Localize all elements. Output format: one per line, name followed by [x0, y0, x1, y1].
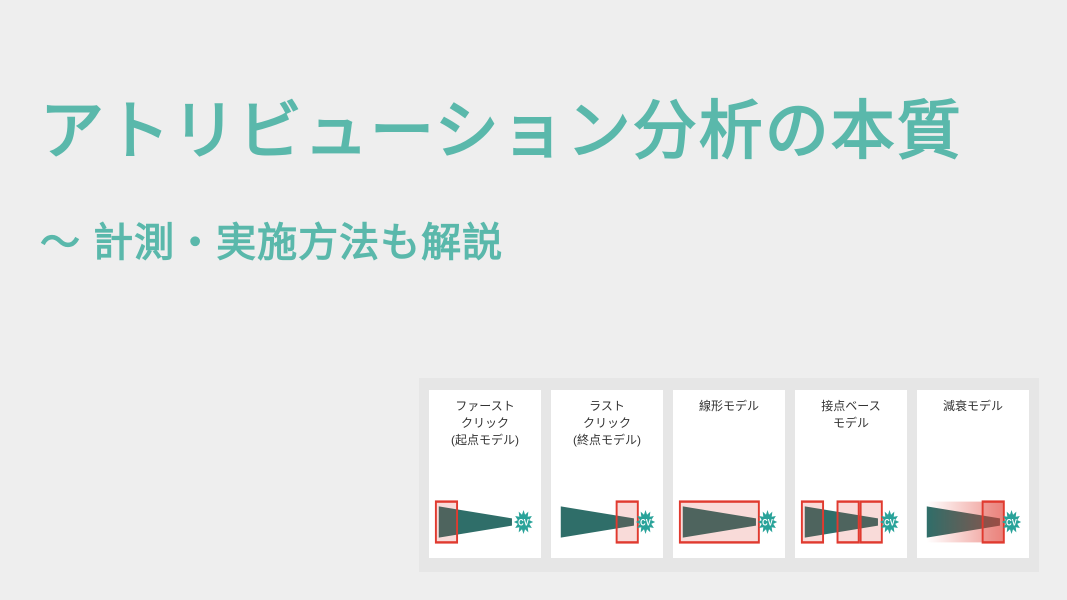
cv-label: CV: [518, 517, 529, 528]
cv-label: CV: [1006, 517, 1017, 528]
model-card-last-click: ラスト クリック (終点モデル) CV: [551, 390, 663, 558]
model-viz: CV: [921, 492, 1025, 552]
highlight-box: [617, 502, 638, 543]
model-card-linear: 線形モデル CV: [673, 390, 785, 558]
page-title: アトリビューション分析の本質: [40, 80, 963, 172]
model-card-time-decay: 減衰モデル CV: [917, 390, 1029, 558]
highlight-box: [838, 502, 859, 543]
model-viz: CV: [677, 492, 781, 552]
cv-label: CV: [640, 517, 651, 528]
page-subtitle: 〜 計測・実施方法も解説: [40, 210, 503, 268]
model-card-label: 接点ベース モデル: [821, 398, 880, 452]
model-card-label: ファースト クリック (起点モデル): [451, 398, 519, 452]
model-viz: CV: [555, 492, 659, 552]
highlight-box: [983, 502, 1004, 543]
model-card-label: 線形モデル: [699, 398, 759, 452]
cv-label: CV: [884, 517, 895, 528]
highlight-box: [680, 502, 759, 543]
highlight-box: [861, 502, 882, 543]
model-viz: CV: [433, 492, 537, 552]
highlight-box: [436, 502, 457, 543]
model-card-first-click: ファースト クリック (起点モデル) CV: [429, 390, 541, 558]
models-panel: ファースト クリック (起点モデル)CVラスト クリック (終点モデル)CV線形…: [419, 378, 1039, 572]
cv-label: CV: [762, 517, 773, 528]
model-card-label: ラスト クリック (終点モデル): [573, 398, 641, 452]
model-viz: CV: [799, 492, 903, 552]
model-card-label: 減衰モデル: [943, 398, 1003, 452]
highlight-box: [802, 502, 823, 543]
model-card-position-based: 接点ベース モデル CV: [795, 390, 907, 558]
